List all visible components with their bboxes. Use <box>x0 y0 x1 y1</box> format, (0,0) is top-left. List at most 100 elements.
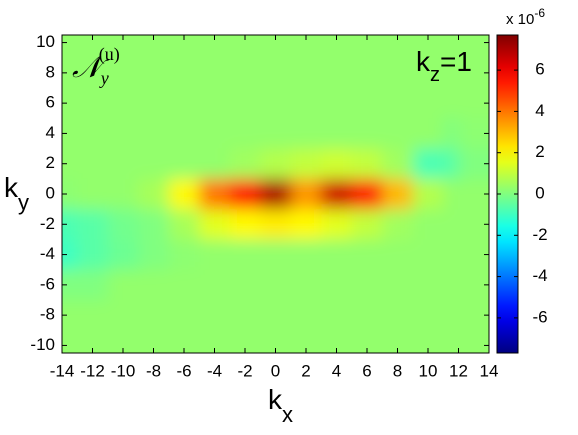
annotation-text: k <box>416 46 431 77</box>
field-cell <box>351 57 383 89</box>
field-cell <box>290 239 322 271</box>
colorbar-label: x 10-6 <box>506 6 545 28</box>
field-cell <box>382 269 414 301</box>
y-tick-label: -6 <box>40 274 55 293</box>
field-cell <box>382 315 414 353</box>
field-cell <box>321 209 353 240</box>
field-cell <box>168 88 200 119</box>
x-tick-label: 0 <box>271 361 280 380</box>
field-cell <box>229 148 261 180</box>
field-cell <box>199 315 231 353</box>
x-tick-label: 14 <box>480 361 499 380</box>
field-cell <box>412 209 444 240</box>
field-cell <box>382 148 414 180</box>
colorbar-exponent: -6 <box>534 6 545 20</box>
field-cell <box>260 239 292 271</box>
annotation-sub: y <box>99 68 109 88</box>
colorbar-tick-label: 4 <box>535 101 544 120</box>
plot-area <box>62 35 489 353</box>
field-cell <box>77 209 109 240</box>
field-cell <box>138 209 170 240</box>
field-cell <box>412 57 444 89</box>
field-cell <box>168 148 200 180</box>
field-cell <box>458 239 489 271</box>
field-cell <box>77 57 109 89</box>
field-cell <box>107 148 139 180</box>
colorbar-tick-label: 2 <box>535 142 544 161</box>
x-axis-label: kx <box>268 384 293 426</box>
field-cell <box>107 118 139 150</box>
field-cell <box>107 315 139 353</box>
field-cell <box>199 57 231 89</box>
field-cell <box>260 88 292 119</box>
x-tick-label: -10 <box>111 361 136 380</box>
field-cell <box>199 88 231 119</box>
field-cell <box>168 315 200 353</box>
field-cell <box>168 57 200 89</box>
field-cell <box>412 178 444 210</box>
field-cell <box>321 178 353 210</box>
field-cell <box>321 239 353 271</box>
annotation: 𝒩y(u) <box>72 44 120 88</box>
field-cell <box>458 118 489 150</box>
x-tick-label: 6 <box>362 361 371 380</box>
field-cell <box>229 315 261 353</box>
x-tick-label: -4 <box>207 361 222 380</box>
x-tick-label: -2 <box>237 361 252 380</box>
x-label-sub: x <box>282 402 293 427</box>
field-cell <box>138 88 170 119</box>
y-tick-label: 10 <box>36 32 55 51</box>
field-cell <box>138 57 170 89</box>
x-tick-label: 12 <box>449 361 468 380</box>
y-label-sub: y <box>18 190 29 215</box>
colorbar-tick-label: -2 <box>532 225 547 244</box>
field-cell <box>260 209 292 240</box>
field-cell <box>138 178 170 210</box>
field-cell <box>260 148 292 180</box>
annotation-sub: z <box>430 64 440 86</box>
field-cell <box>321 315 353 353</box>
field-cell <box>77 178 109 210</box>
field-cell <box>77 148 109 180</box>
field-cell <box>260 57 292 89</box>
field-cell <box>321 118 353 150</box>
y-axis-label: ky <box>4 172 29 214</box>
colorbar-tick-label: -4 <box>532 266 547 285</box>
x-tick-label: 4 <box>332 361 341 380</box>
field-cell <box>77 315 109 353</box>
field-cell <box>107 178 139 210</box>
field-cell <box>290 118 322 150</box>
field-cell <box>107 88 139 119</box>
field-cell <box>168 239 200 271</box>
field-cell <box>382 88 414 119</box>
field-cell <box>351 148 383 180</box>
field-cell <box>107 239 139 271</box>
field-cell <box>168 118 200 150</box>
field-cell <box>168 209 200 240</box>
field-cell <box>260 269 292 301</box>
field-cell <box>458 88 489 119</box>
field-cell <box>77 88 109 119</box>
field-cell <box>290 269 322 301</box>
field-cell <box>458 57 489 89</box>
field-cell <box>260 315 292 353</box>
field-cell <box>458 315 489 353</box>
y-tick-label: 8 <box>46 62 55 81</box>
annotation-sup: (u) <box>99 44 120 65</box>
x-tick-label: 10 <box>419 361 438 380</box>
field-cell <box>107 269 139 301</box>
field-cell <box>321 148 353 180</box>
field-cell <box>107 57 139 89</box>
field-cell <box>229 88 261 119</box>
field-cell <box>199 148 231 180</box>
field-cell <box>107 209 139 240</box>
colorbar-tick-label: 6 <box>535 60 544 79</box>
field-cell <box>290 315 322 353</box>
y-tick-label: 2 <box>46 153 55 172</box>
field-cell <box>382 57 414 89</box>
field-cell <box>321 88 353 119</box>
field-cell <box>260 118 292 150</box>
field-cell <box>458 178 489 210</box>
annotation: kz=1 <box>416 46 472 86</box>
